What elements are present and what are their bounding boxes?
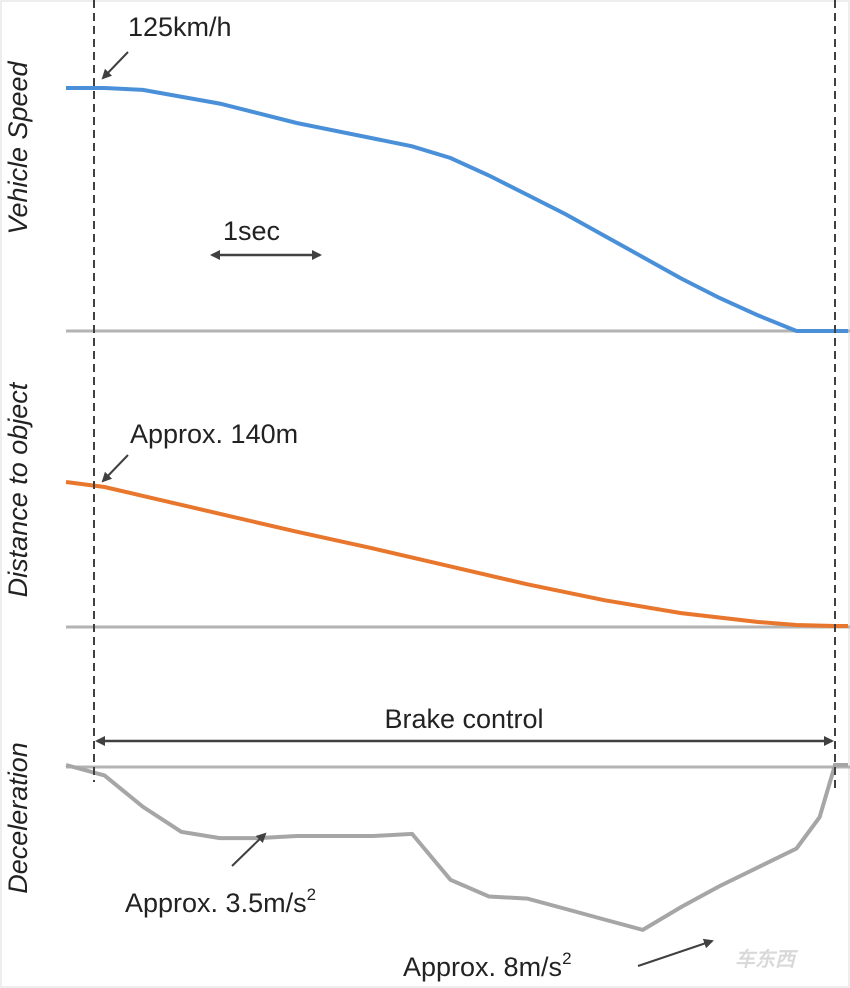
brake-control-label: Brake control: [384, 704, 543, 734]
decel-3-5-arrow: [231, 832, 267, 867]
speed-annotation-arrow: [101, 51, 129, 80]
decel-8-annotation: Approx. 8m/s2: [403, 949, 572, 982]
decel-3-5-superscript: 2: [307, 885, 316, 904]
speed-series-line: [66, 86, 848, 333]
decel-8-superscript: 2: [562, 949, 571, 968]
deceleration-series-line: [65, 763, 848, 933]
distance-annotation: Approx. 140m: [130, 419, 298, 449]
decel-8-text: Approx. 8m/s: [403, 952, 562, 982]
decel-3-5-text: Approx. 3.5m/s: [125, 888, 307, 918]
speed-annotation: 125km/h: [128, 12, 232, 42]
deceleration-axis-label: Deceleration: [3, 742, 33, 894]
distance-annotation-arrow: [101, 454, 129, 483]
time-scale-label: 1sec: [223, 216, 280, 246]
distance-series-line: [65, 480, 848, 628]
decel-3-5-annotation: Approx. 3.5m/s2: [125, 885, 316, 918]
watermark-text: 车东西: [735, 947, 799, 971]
speed-axis-label: Vehicle Speed: [3, 60, 33, 234]
distance-axis-label: Distance to object: [3, 381, 33, 597]
decel-8-arrow: [637, 938, 714, 967]
